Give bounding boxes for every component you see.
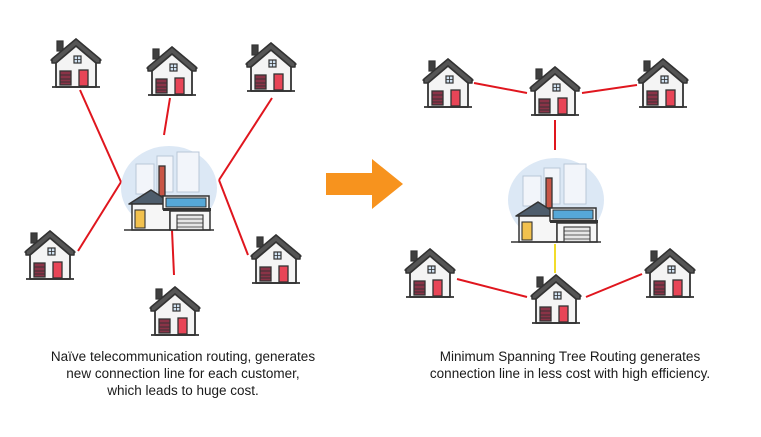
house-icon xyxy=(145,45,199,96)
naive-routing-lines xyxy=(77,89,273,276)
caption-line: which leads to huge cost. xyxy=(107,383,259,398)
link-house-center-right-top xyxy=(581,84,638,94)
link-hub-house-top-middle xyxy=(163,97,171,136)
mst-routing-lines xyxy=(456,82,643,298)
central-office-building-icon xyxy=(507,157,605,243)
caption-line: Naïve telecommunication routing, generat… xyxy=(50,349,316,364)
house-icon xyxy=(421,57,475,108)
house-icon xyxy=(529,273,583,324)
house-icon xyxy=(244,41,298,92)
house-icon xyxy=(49,37,103,88)
house-icon xyxy=(403,247,457,298)
house-icon xyxy=(643,247,697,298)
right-arrow-icon xyxy=(326,159,403,209)
link-hub-house-top-right xyxy=(218,97,273,181)
central-office-building-icon xyxy=(120,145,218,231)
house-icon xyxy=(528,65,582,116)
house-icon xyxy=(23,229,77,280)
house-icon xyxy=(636,57,690,108)
link-house-center-right-bottom xyxy=(585,273,643,298)
caption-line: new connection line for each customer, xyxy=(66,366,300,381)
naive-routing-caption: Naïve telecommunication routing, generat… xyxy=(18,348,348,399)
mst-routing-caption: Minimum Spanning Tree Routing generates … xyxy=(395,348,745,382)
link-hub-house-bottom-left xyxy=(77,181,122,252)
house-icon xyxy=(249,233,303,284)
caption-line: connection line in less cost with high e… xyxy=(429,366,711,381)
link-house-left-center-bottom xyxy=(456,278,528,298)
link-house-left-center-top xyxy=(473,82,528,94)
link-hub-house-bottom-right xyxy=(218,179,249,256)
house-icon xyxy=(148,285,202,336)
link-hub-house-top-left xyxy=(79,89,122,183)
caption-line: Minimum Spanning Tree Routing generates xyxy=(439,349,701,364)
link-hub-house-bottom-middle xyxy=(171,229,175,276)
